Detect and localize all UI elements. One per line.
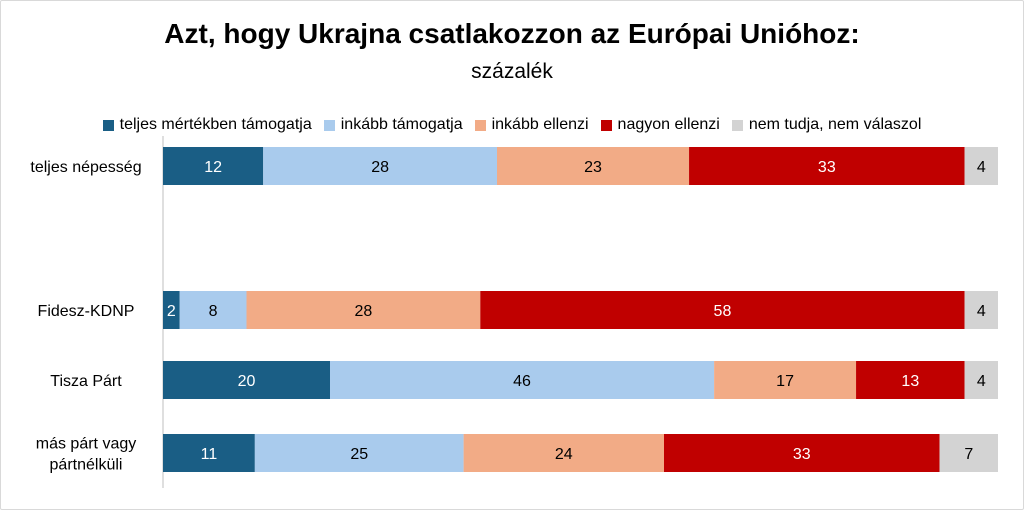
bar-segment [179,291,247,329]
bar-segment [480,291,965,329]
bar-segment [163,291,180,329]
legend-swatch [323,119,335,131]
data-label: 7 [964,446,973,463]
bar-segment [939,434,998,472]
legend-item: inkább támogatja [323,116,463,134]
category-label: Fidesz-KDNP [38,303,135,320]
bar-segment [330,361,715,399]
data-label: 8 [209,303,218,320]
bar-segment [714,361,857,399]
legend-swatch [474,119,486,131]
category-label: Tisza Párt [50,373,122,390]
legend-label: teljes mértékben támogatja [119,116,312,133]
data-label: 46 [513,373,531,390]
bar-segment [163,361,330,399]
bar-segment [163,434,255,472]
legend-swatch [600,119,612,131]
data-label: 11 [201,446,218,463]
bar-segment [263,147,497,185]
data-label: 13 [901,373,919,390]
legend-label: nem tudja, nem válaszol [748,116,922,133]
bar-segment [689,147,965,185]
data-label: 4 [977,373,986,390]
legend-label: nagyon ellenzi [617,116,720,133]
legend-swatch [731,119,743,131]
category-label: teljes népesség [30,159,141,176]
data-label: 23 [584,159,602,176]
legend-label: inkább ellenzi [491,116,589,133]
data-label: 2 [167,303,176,320]
bar-segment [163,147,264,185]
data-label: 12 [204,159,222,176]
chart-legend: teljes mértékben támogatja inkább támogat… [0,116,1024,134]
data-label: 33 [818,159,836,176]
bar-segment [964,291,998,329]
legend-label: inkább támogatja [340,116,463,133]
data-label: 25 [350,446,368,463]
legend-swatch [102,119,114,131]
bar-segment [246,291,481,329]
legend-item: nagyon ellenzi [600,116,720,134]
category-label: más párt vagy pártnélküli [36,436,136,474]
legend-item: teljes mértékben támogatja [102,116,312,134]
data-label: 33 [793,446,811,463]
bar-segment [497,147,690,185]
bar-segment [664,434,940,472]
data-label: 20 [238,373,256,390]
bar-segment [856,361,965,399]
bar-segment [254,434,464,472]
chart-subtitle: százalék [471,60,553,83]
chart-title: Azt, hogy Ukrajna csatlakozzon az Európa… [164,18,860,49]
bar-segment [463,434,664,472]
data-label: 4 [977,159,986,176]
data-label: 28 [355,303,373,320]
bar-segment [964,361,998,399]
legend-item: nem tudja, nem válaszol [731,116,922,134]
data-label: 17 [776,373,794,390]
data-label: 24 [555,446,573,463]
data-label: 4 [977,303,986,320]
bar-segment [964,147,998,185]
legend-item: inkább ellenzi [474,116,589,134]
data-label: 58 [714,303,732,320]
data-label: 28 [371,159,389,176]
